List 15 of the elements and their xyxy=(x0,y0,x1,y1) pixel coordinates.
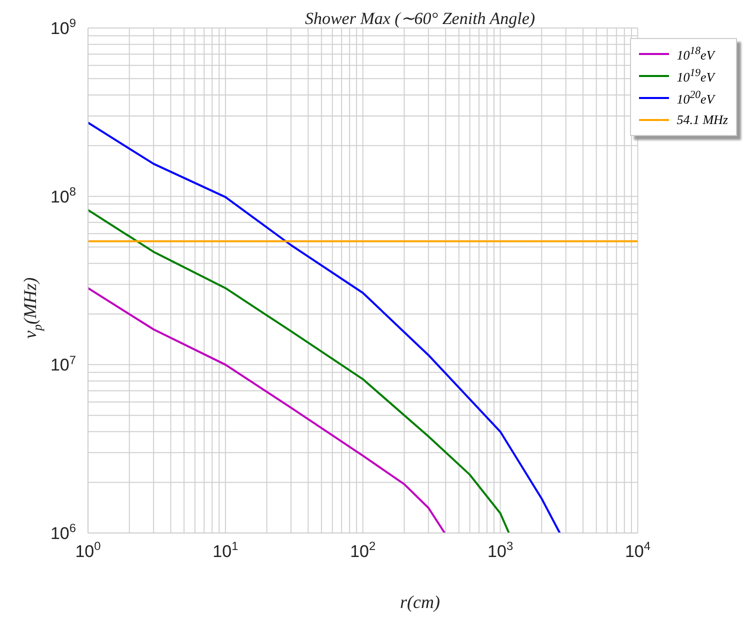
x-tick-label: 10$^{2}$ xyxy=(350,539,376,561)
legend-label: 10$^{19}$eV xyxy=(676,66,714,84)
x-tick-label: 10$^{1}$ xyxy=(212,539,239,561)
legend-label: 10$^{18}$eV xyxy=(676,44,714,62)
chart-title: Shower Max (∼60° Zenith Angle) xyxy=(304,9,536,28)
x-tick-label: 10$^{3}$ xyxy=(488,539,514,561)
y-tick-label: 10$^{6}$ xyxy=(50,521,76,543)
y-tick-label: 10$^{8}$ xyxy=(50,184,76,206)
x-tick-label: 10$^{0}$ xyxy=(75,539,102,561)
y-tick-label: 10$^{7}$ xyxy=(50,352,76,375)
y-tick-label: 10$^{9}$ xyxy=(50,16,76,38)
legend-label: 54.1 MHz xyxy=(676,112,728,127)
x-axis-title: r(cm) xyxy=(400,592,440,612)
x-tick-label: 10$^{4}$ xyxy=(624,539,651,561)
legend-label: 10$^{20}$eV xyxy=(676,88,714,106)
